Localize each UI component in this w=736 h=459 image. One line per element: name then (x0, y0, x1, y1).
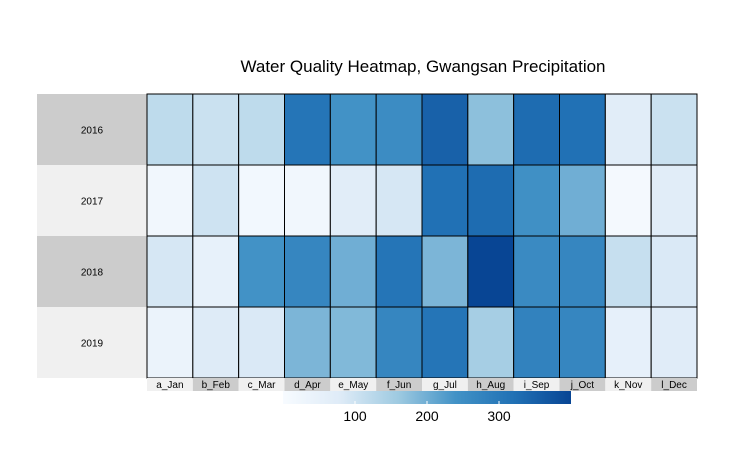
heatmap-cell (146, 235, 194, 308)
heatmap-cell (375, 306, 423, 379)
column-label: e_May (338, 380, 368, 391)
column-label: h_Aug (476, 380, 505, 391)
column-label: f_Jun (387, 380, 411, 391)
heatmap-cell (559, 164, 606, 237)
heatmap-cell (559, 93, 606, 166)
heatmap-cell (192, 164, 240, 237)
heatmap-cell (559, 306, 606, 379)
heatmap-cell (329, 164, 377, 237)
heatmap-cell (192, 93, 240, 166)
column-label: l_Dec (661, 380, 687, 391)
column-label-band (284, 378, 331, 391)
column-label-band (559, 378, 606, 391)
column-label-band (605, 378, 652, 391)
heatmap-cell (421, 235, 469, 308)
legend-tick-label: 200 (415, 408, 439, 424)
heatmap-cell (650, 306, 698, 379)
heatmap-cell (467, 93, 515, 166)
legend-tick-label: 100 (343, 408, 367, 424)
column-label-band (238, 378, 285, 391)
heatmap-cell (146, 93, 194, 166)
heatmap-cell (284, 93, 331, 166)
heatmap-cell (513, 93, 561, 166)
row-label: 2018 (81, 268, 104, 279)
heatmap-cell (192, 306, 240, 379)
heatmap-cell (467, 306, 515, 379)
column-label: c_Mar (248, 380, 276, 391)
column-label: j_Oct (570, 380, 595, 391)
column-label: i_Sep (524, 380, 550, 391)
chart-title: Water Quality Heatmap, Gwangsan Precipit… (240, 57, 606, 76)
heatmap-cells (146, 93, 698, 379)
heatmap-cell (513, 235, 561, 308)
row-label: 2019 (81, 339, 104, 350)
row-labels: 2016 2017 2018 2019 (81, 126, 104, 350)
column-label-band (376, 378, 422, 391)
column-label-band (422, 378, 468, 391)
heatmap-cell (421, 306, 469, 379)
row-band (37, 236, 147, 307)
column-label-band (513, 378, 560, 391)
heatmap-cell (650, 164, 698, 237)
color-legend: 100 200 300 (283, 391, 571, 424)
row-band (37, 165, 147, 236)
column-label-band (651, 378, 697, 391)
heatmap-cell (513, 164, 561, 237)
column-label: b_Feb (202, 380, 231, 391)
heatmap-cell (513, 306, 561, 379)
heatmap-cell (421, 164, 469, 237)
legend-colorbar (283, 391, 571, 404)
heatmap-cell (329, 306, 377, 379)
column-label-band (467, 378, 514, 391)
column-label: g_Jul (433, 380, 457, 391)
column-label: d_Apr (294, 380, 321, 391)
heatmap-cell (467, 164, 515, 237)
column-label: k_Nov (614, 380, 642, 391)
row-band (37, 94, 147, 165)
heatmap-cell (375, 93, 423, 166)
heatmap-cell (238, 164, 286, 237)
row-label: 2016 (81, 126, 104, 137)
column-label-band (330, 378, 377, 391)
heatmap-cell (284, 164, 331, 237)
heatmap-cell (284, 306, 331, 379)
heatmap-cell (329, 93, 377, 166)
heatmap-cell (146, 164, 194, 237)
heatmap-cell (604, 306, 652, 379)
heatmap-cell (604, 93, 652, 166)
heatmap-cell (604, 235, 652, 308)
heatmap-cell (650, 93, 698, 166)
heatmap-cell (650, 235, 698, 308)
heatmap-cell (238, 93, 286, 166)
heatmap-cell (375, 164, 423, 237)
heatmap-cell (192, 235, 240, 308)
row-bands (37, 94, 147, 378)
heatmap-cell (467, 235, 515, 308)
column-label: a_Jan (156, 380, 183, 391)
column-labels: a_Jan b_Feb c_Mar d_Apr e_May f_Jun g_Jul h_Aug… (147, 378, 697, 391)
row-label: 2017 (81, 197, 104, 208)
row-band (37, 307, 147, 378)
heatmap-cell (238, 235, 286, 308)
column-label-band (192, 378, 239, 391)
heatmap-cell (329, 235, 377, 308)
heatmap-cell (559, 235, 606, 308)
heatmap-cell (238, 306, 286, 379)
heatmap-cell (421, 93, 469, 166)
heatmap-cell (284, 235, 331, 308)
column-label-band (147, 378, 193, 391)
heatmap-cell (375, 235, 423, 308)
heatmap-cell (146, 306, 194, 379)
heatmap-cell (604, 164, 652, 237)
legend-tick-label: 300 (487, 408, 511, 424)
